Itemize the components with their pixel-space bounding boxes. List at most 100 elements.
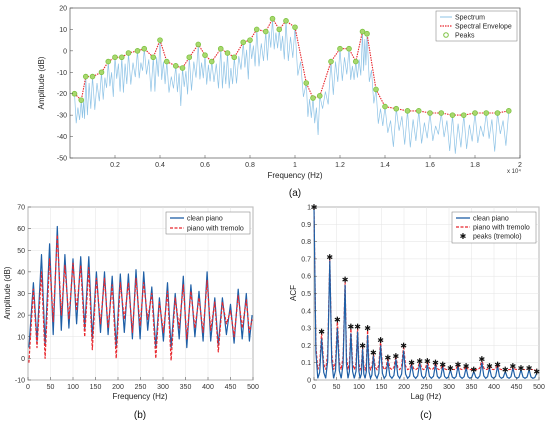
- tremolo-peak-marker: ✱: [486, 362, 493, 371]
- peak-marker: [415, 108, 422, 114]
- tremolo-peak-markers: ✱✱✱✱✱✱ ✱✱✱✱✱✱ ✱✱✱ ✱ ✱ ✱ ✱ ✱ ✱ ✱ ✱✱✱ ✱✱ ✱ ✱ ✱ ✱: [311, 203, 541, 376]
- peak-marker: [179, 65, 186, 71]
- x-tick-label: 250: [135, 384, 147, 391]
- tremolo-peak-marker: ✱: [518, 364, 525, 373]
- peak-marker: [112, 54, 118, 61]
- x-tick-label: 0.8: [245, 162, 255, 169]
- peak-marker: [186, 54, 193, 61]
- tremolo-peak-marker: ✱: [447, 364, 454, 373]
- legend-peaks-label: Peaks: [455, 33, 475, 40]
- tremolo-peak-marker: ✱: [432, 359, 439, 368]
- y-axis-label-a: Amplitude (dB): [37, 56, 46, 109]
- tremolo-peak-marker: ✱: [354, 322, 361, 331]
- x-tick-label: 50: [333, 384, 341, 391]
- peak-marker: [118, 54, 125, 61]
- peak-marker: [427, 110, 433, 116]
- x-tick-label: 300: [157, 384, 169, 391]
- y-tick-label: 50: [17, 248, 25, 255]
- peak-marker: [346, 45, 352, 52]
- caption-b: (b): [134, 410, 146, 421]
- y-tick-label: 0.1: [301, 360, 311, 367]
- y-tick-label: 40: [17, 269, 25, 276]
- x-tick-label: 200: [398, 384, 410, 391]
- y-tick-label: 0: [63, 48, 67, 55]
- y-tick-label: 0.9: [301, 222, 311, 229]
- peak-marker: [141, 45, 148, 52]
- y-tick-label: 0.3: [301, 326, 311, 333]
- peak-marker: [505, 108, 512, 114]
- tremolo-peak-marker: ✱: [416, 357, 423, 366]
- legend-c: clean piano piano with tremolo ✱ peaks (…: [451, 211, 537, 244]
- tremolo-peak-marker: ✱: [400, 341, 407, 350]
- y-tick-label: 1: [307, 205, 311, 212]
- y-tick-label: 0: [307, 378, 311, 385]
- x-tick-label: 1.2: [335, 162, 345, 169]
- peak-marker: [283, 18, 289, 24]
- peak-marker: [382, 103, 388, 110]
- y-tick-label: -20: [57, 91, 67, 98]
- y-tick-labels-b: -10 0 10 20 30 40 50 60 70: [15, 205, 31, 385]
- tremolo-peak-marker: ✱: [478, 355, 485, 364]
- tremolo-peak-marker: ✱: [359, 341, 366, 350]
- legend-spectrum-label: Spectrum: [455, 15, 485, 22]
- legend-b-clean-label: clean piano: [187, 216, 223, 223]
- y-tick-label: 10: [59, 27, 67, 34]
- peak-marker: [262, 28, 269, 35]
- peak-marker: [172, 63, 179, 69]
- y-tick-label: 0.4: [301, 308, 311, 315]
- peak-marker: [253, 26, 260, 33]
- legend-b-tremolo-label: piano with tremolo: [187, 226, 244, 233]
- peak-marker: [449, 112, 456, 118]
- tremolo-peak-marker: ✱: [377, 336, 384, 345]
- peak-marker: [494, 110, 501, 116]
- x-tick-label: 1.8: [470, 162, 480, 169]
- peak-marker: [240, 39, 247, 46]
- tremolo-peak-marker: ✱: [393, 352, 400, 361]
- tremolo-peak-marker: ✱: [439, 360, 446, 369]
- y-tick-label: 0.7: [301, 256, 311, 263]
- peak-marker: [89, 73, 96, 80]
- peak-marker: [125, 50, 132, 56]
- tremolo-peak-marker: ✱: [326, 253, 333, 262]
- peak-marker: [78, 97, 85, 103]
- x-tick-label: 100: [353, 384, 365, 391]
- x-tick-label: 0: [312, 384, 316, 391]
- tremolo-peak-marker: ✱: [526, 364, 533, 373]
- y-tick-label: -10: [15, 378, 25, 385]
- peak-marker: [105, 58, 112, 65]
- tremolo-peak-marker: ✱: [384, 354, 391, 363]
- peak-marker: [157, 37, 163, 43]
- peak-marker: [208, 58, 215, 65]
- peak-marker: [337, 45, 343, 52]
- y-axis-label-c: ACF: [289, 285, 298, 301]
- x-tick-label: 100: [67, 384, 79, 391]
- legend-envelope-label: Spectral Envelope: [455, 24, 512, 31]
- x-axis-label-a: Frequency (Hz): [267, 171, 322, 180]
- x-tick-labels-c: 0 50 100 150 200 250 300 350 400 450 500: [312, 377, 545, 391]
- peak-marker: [224, 50, 231, 56]
- tremolo-acf-path: [313, 206, 538, 372]
- peak-marker: [364, 30, 370, 37]
- peak-marker: [303, 80, 310, 86]
- clean-piano-line-c: [313, 206, 538, 381]
- peak-marker: [195, 41, 202, 48]
- peak-marker: [82, 73, 89, 80]
- peak-marker: [292, 24, 298, 31]
- peak-marker: [231, 54, 238, 61]
- peak-marker: [134, 48, 141, 54]
- x-tick-label: 150: [90, 384, 102, 391]
- legend-c-clean-label: clean piano: [473, 216, 509, 223]
- y-tick-label: 20: [59, 6, 67, 13]
- y-tick-label: 70: [17, 205, 25, 212]
- tremolo-peak-marker: ✱: [311, 203, 318, 212]
- y-tick-label: 10: [17, 334, 25, 341]
- legend-a: Spectrum Spectral Envelope Peaks: [435, 10, 518, 42]
- x-tick-label: 400: [488, 384, 500, 391]
- y-tick-label: 0.2: [301, 343, 311, 350]
- peak-marker: [163, 58, 170, 65]
- peak-marker: [328, 58, 334, 65]
- y-tick-labels-c: 0 0.1 0.2 0.3 0.4 0.5 0.6 0.7 0.8 0.9 1: [301, 205, 317, 385]
- x-axis-label-c: Lag (Hz): [411, 392, 442, 401]
- x-tick-label: 200: [112, 384, 124, 391]
- legend-b: clean piano piano with tremolo: [165, 211, 251, 235]
